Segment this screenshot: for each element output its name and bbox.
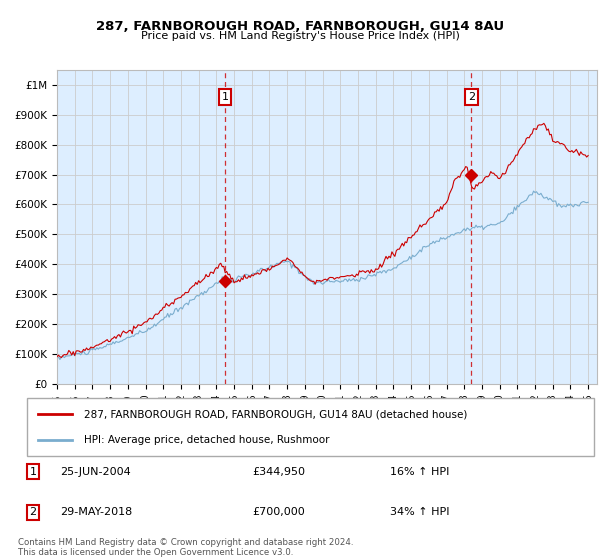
Text: 16% ↑ HPI: 16% ↑ HPI: [390, 466, 449, 477]
Text: 287, FARNBOROUGH ROAD, FARNBOROUGH, GU14 8AU: 287, FARNBOROUGH ROAD, FARNBOROUGH, GU14…: [96, 20, 504, 32]
Text: 2: 2: [468, 92, 475, 102]
Text: £700,000: £700,000: [252, 507, 305, 517]
Text: 29-MAY-2018: 29-MAY-2018: [60, 507, 132, 517]
Text: 25-JUN-2004: 25-JUN-2004: [60, 466, 131, 477]
Text: £344,950: £344,950: [252, 466, 305, 477]
Text: Price paid vs. HM Land Registry's House Price Index (HPI): Price paid vs. HM Land Registry's House …: [140, 31, 460, 41]
Text: 1: 1: [221, 92, 229, 102]
Text: 2: 2: [29, 507, 37, 517]
Text: HPI: Average price, detached house, Rushmoor: HPI: Average price, detached house, Rush…: [84, 435, 329, 445]
Text: 1: 1: [29, 466, 37, 477]
Text: 34% ↑ HPI: 34% ↑ HPI: [390, 507, 449, 517]
Text: Contains HM Land Registry data © Crown copyright and database right 2024.
This d: Contains HM Land Registry data © Crown c…: [18, 538, 353, 557]
Text: 287, FARNBOROUGH ROAD, FARNBOROUGH, GU14 8AU (detached house): 287, FARNBOROUGH ROAD, FARNBOROUGH, GU14…: [84, 409, 467, 419]
FancyBboxPatch shape: [27, 398, 594, 456]
